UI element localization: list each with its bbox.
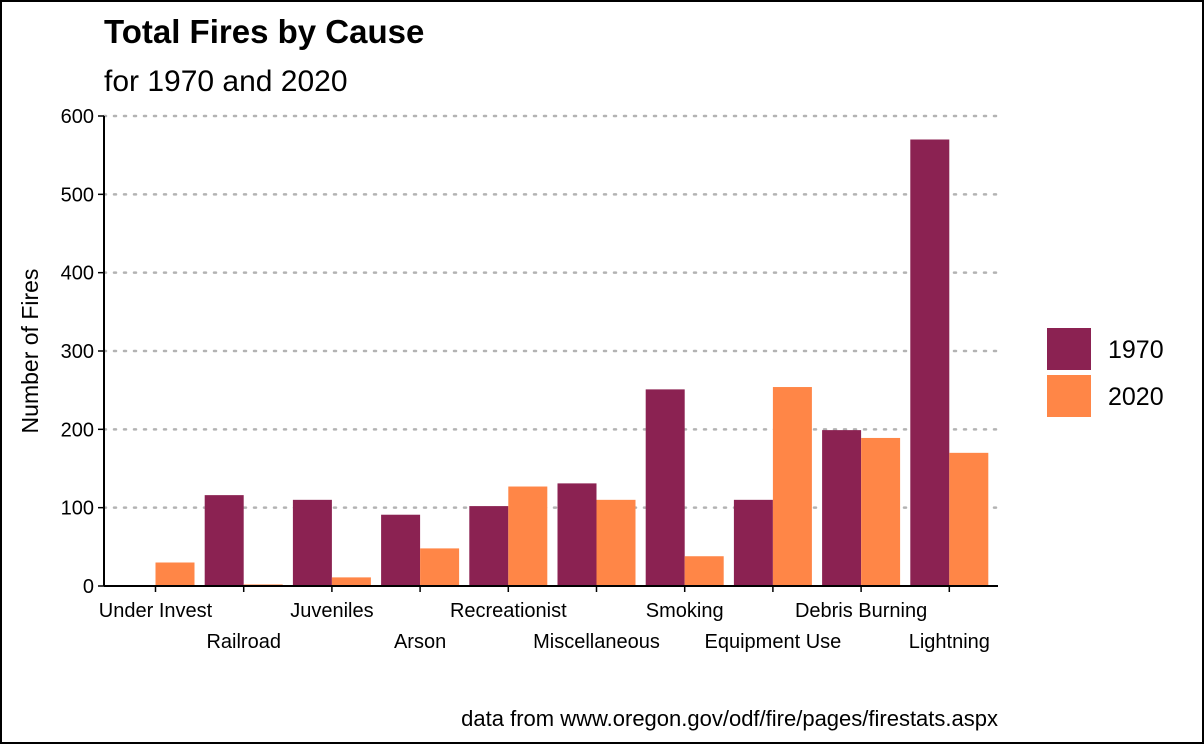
x-tick-label: Under Invest: [99, 600, 213, 622]
x-tick-label: Equipment Use: [705, 631, 842, 653]
bar-1970-5: [557, 483, 597, 586]
y-tick-label: 0: [83, 576, 94, 598]
bar-1970-2: [292, 499, 332, 586]
x-tick-label: Juveniles: [290, 600, 373, 622]
bar-2020-4: [508, 486, 548, 586]
gridlines: [102, 114, 1000, 509]
bar-1970-8: [822, 430, 862, 586]
legend-label-1970: 1970: [1108, 336, 1164, 364]
bar-2020-9: [949, 452, 989, 586]
y-tick-label: 300: [61, 341, 94, 363]
x-tick-label: Arson: [394, 631, 446, 653]
bar-1970-7: [733, 499, 773, 586]
legend-swatch-2020: [1047, 375, 1091, 417]
y-axis-label: Number of Fires: [17, 269, 43, 434]
bar-2020-2: [331, 577, 371, 586]
y-axis-ticks: 0 100 200 300 400 500 600: [61, 106, 104, 598]
bar-1970-4: [469, 506, 509, 586]
chart-subtitle: for 1970 and 2020: [104, 65, 348, 98]
x-tick-label: Lightning: [909, 631, 990, 653]
bar-2020-7: [772, 387, 812, 586]
y-tick-label: 100: [61, 498, 94, 520]
x-tick-label: Recreationist: [450, 600, 567, 622]
bar-2020-8: [861, 437, 901, 586]
bar-2020-3: [420, 548, 460, 586]
x-tick-label: Miscellaneous: [533, 631, 660, 653]
legend-label-2020: 2020: [1108, 383, 1164, 411]
x-axis-ticks: Under Invest Railroad Juveniles ArsonRecrea…: [99, 586, 990, 653]
bar-1970-9: [910, 139, 950, 586]
legend-swatch-1970: [1047, 328, 1091, 370]
legend: 1970 2020: [1047, 328, 1164, 417]
bar-2020-6: [684, 556, 724, 586]
x-tick-label: Debris Burning: [795, 600, 927, 622]
bar-1970-6: [645, 389, 685, 586]
y-tick-label: 200: [61, 419, 94, 441]
bar-1970-3: [381, 514, 421, 586]
x-tick-label: Smoking: [646, 600, 724, 622]
y-tick-label: 400: [61, 263, 94, 285]
y-tick-label: 600: [61, 106, 94, 128]
chart-caption: data from www.oregon.gov/odf/fire/pages/…: [461, 706, 998, 731]
bar-2020-5: [596, 499, 636, 586]
x-tick-label: Railroad: [206, 631, 280, 653]
bar-2020-0: [155, 562, 195, 586]
bar-1970-1: [204, 495, 244, 586]
chart-title: Total Fires by Cause: [104, 13, 424, 50]
bars: [155, 139, 989, 586]
y-tick-label: 500: [61, 184, 94, 206]
